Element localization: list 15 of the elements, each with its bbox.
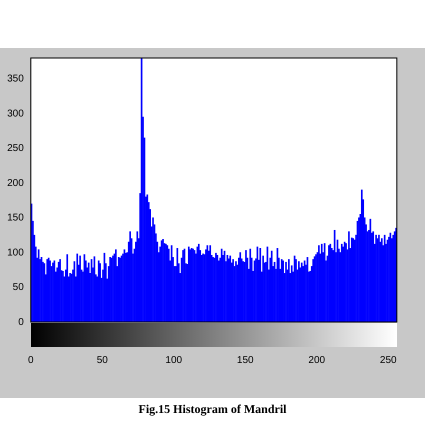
x-tick-label: 50	[96, 354, 108, 366]
y-tick-label: 350	[7, 74, 24, 85]
x-tick-label: 0	[28, 354, 34, 366]
y-tick-label: 50	[12, 282, 24, 294]
x-tick-label: 250	[380, 354, 398, 366]
y-tick-label: 0	[18, 316, 24, 328]
y-tick-label: 300	[7, 108, 24, 120]
x-tick-label: 100	[165, 354, 183, 366]
y-tick-label: 200	[7, 178, 24, 189]
x-tick-label: 150	[236, 354, 254, 366]
y-tick-label: 100	[7, 247, 24, 258]
y-tick-label: 250	[7, 143, 24, 154]
y-tick-label: 150	[7, 212, 24, 224]
caption: Fig.15 Histogram of Mandril	[138, 402, 288, 417]
x-tick-label: 200	[308, 354, 326, 366]
